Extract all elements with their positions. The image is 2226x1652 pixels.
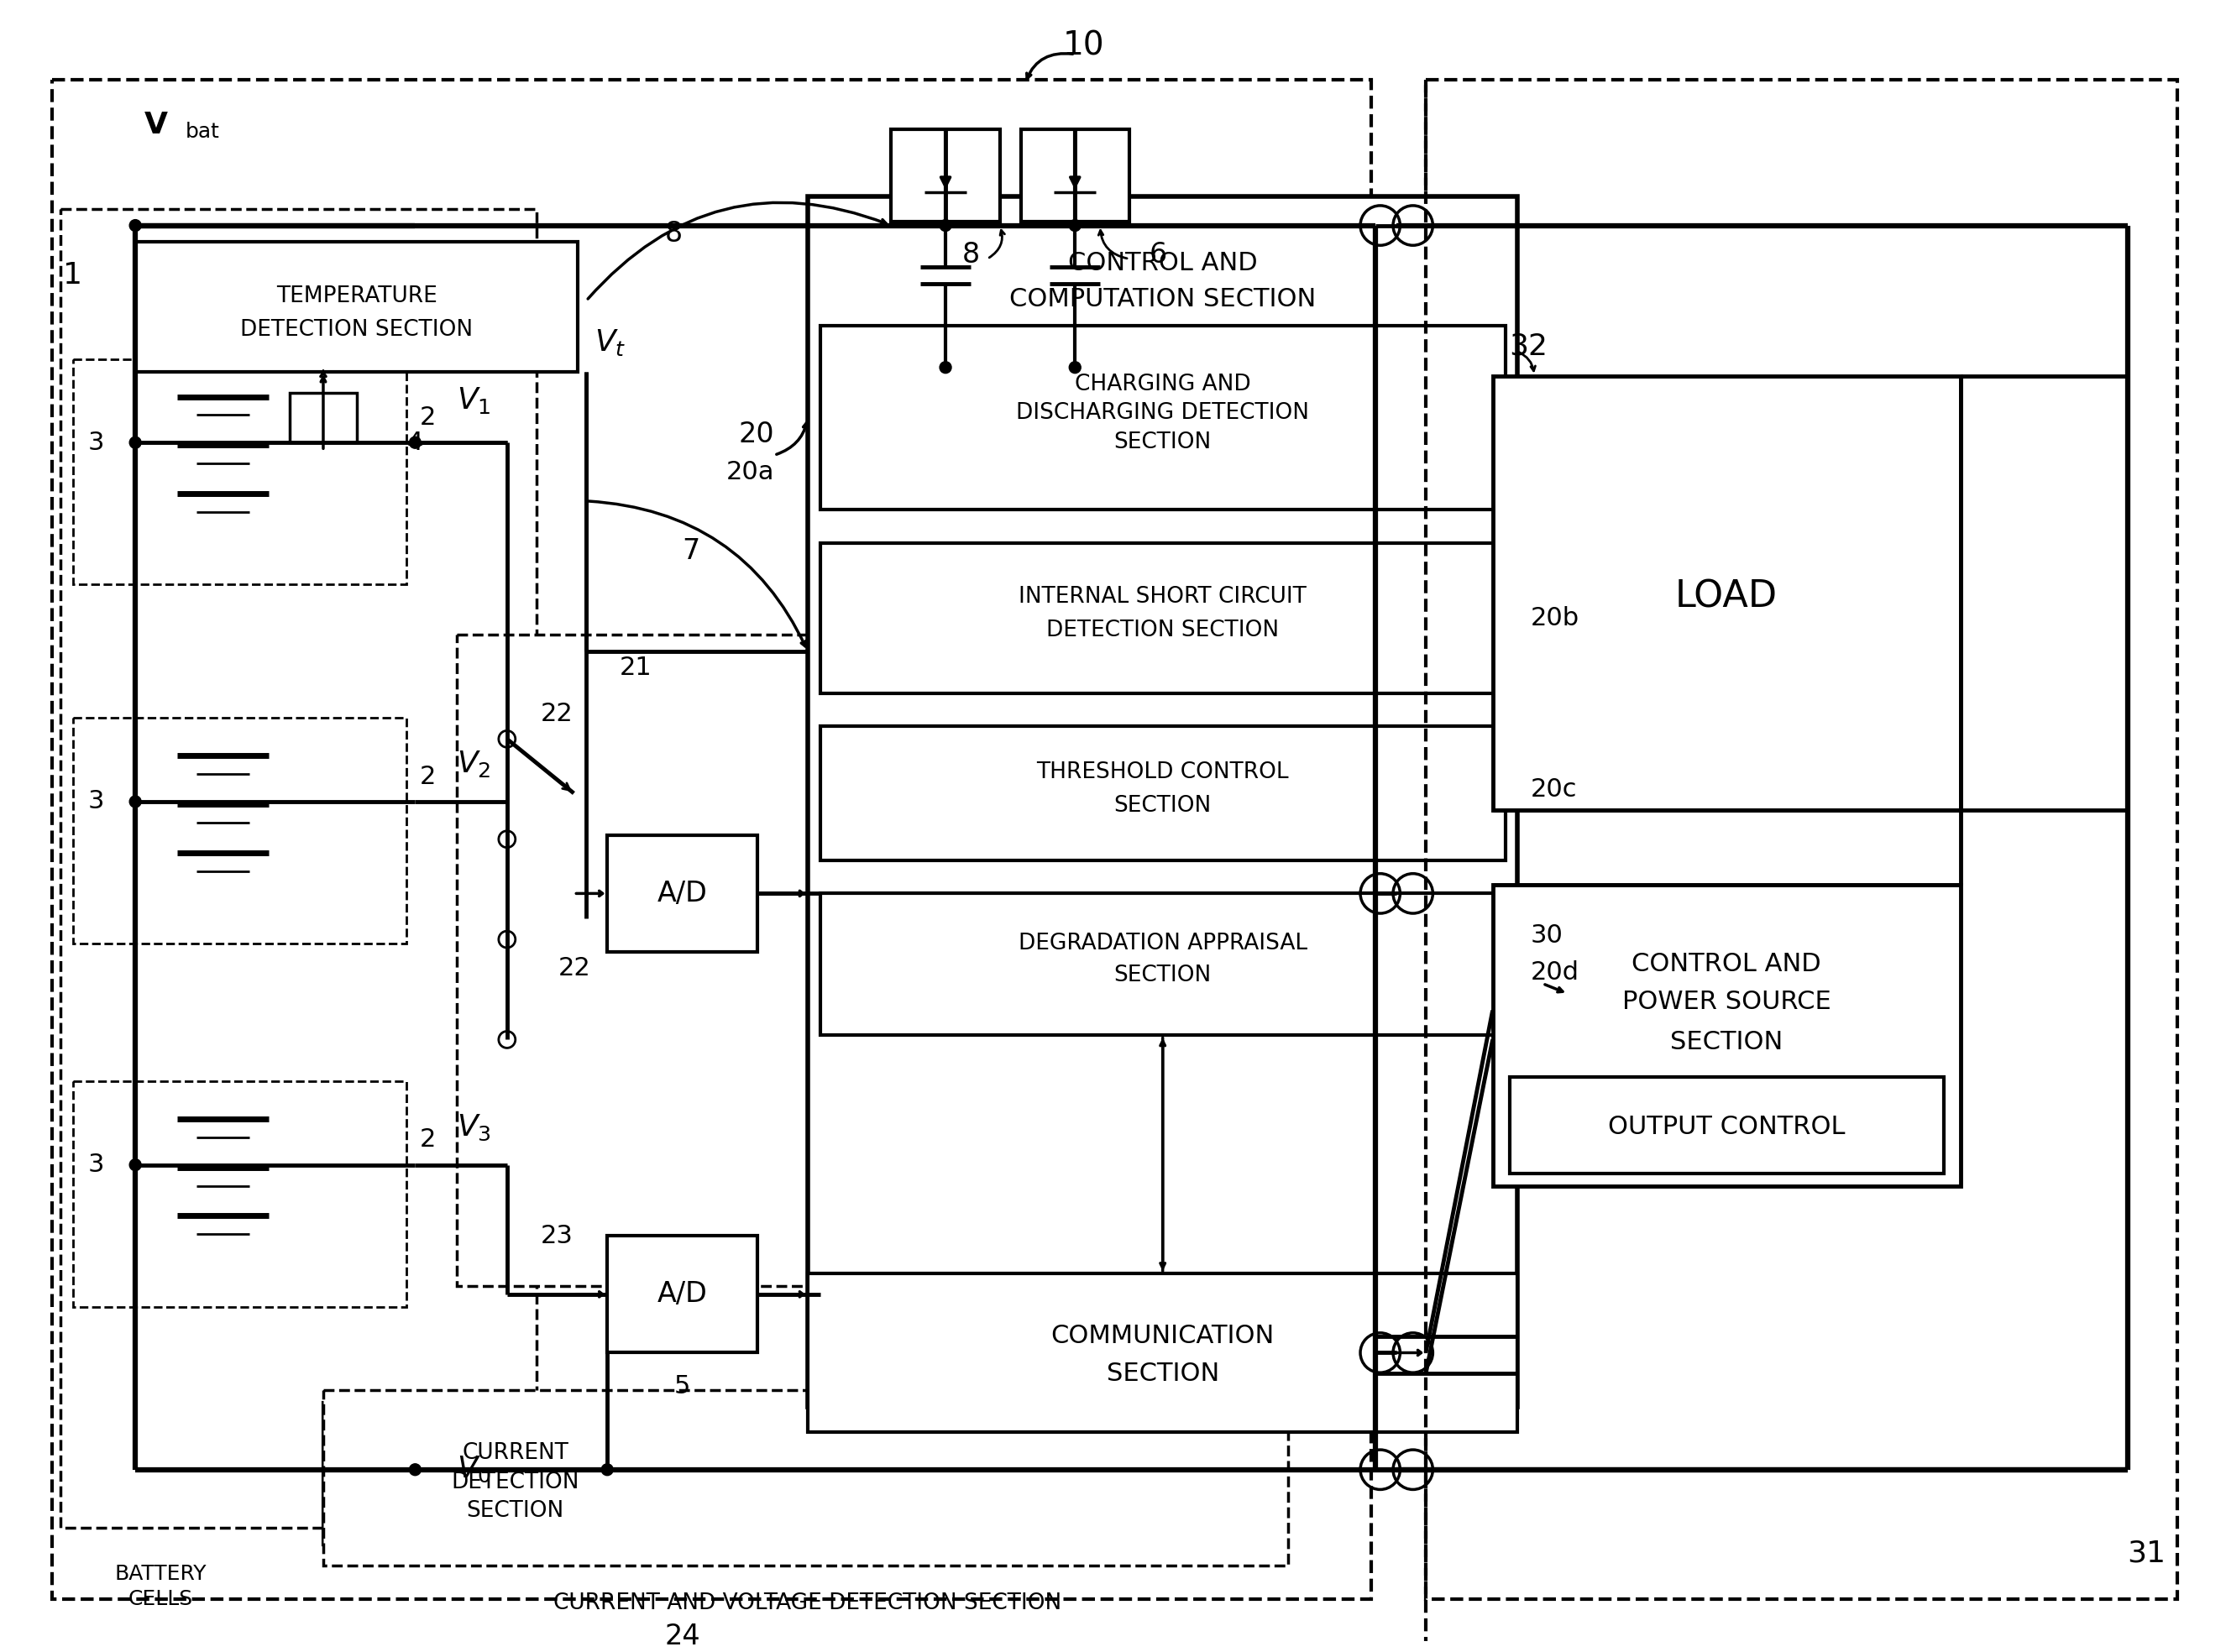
Bar [51,79,1371,1599]
Bar [1494,885,1961,1186]
Bar [323,1391,1289,1566]
Text: 31: 31 [2128,1540,2166,1568]
Text: 5: 5 [674,1374,690,1398]
Text: TEMPERATURE: TEMPERATURE [276,286,436,307]
Text: bat: bat [185,122,220,142]
Circle shape [129,436,140,448]
Text: CONTROL AND: CONTROL AND [1632,952,1821,976]
Bar [1022,129,1129,221]
Circle shape [129,1160,140,1171]
Text: CHARGING AND: CHARGING AND [1075,373,1251,395]
Circle shape [939,220,951,231]
Text: 2: 2 [418,765,436,788]
Text: $V_3$: $V_3$ [456,1112,492,1142]
Text: 4: 4 [407,431,423,454]
Text: 3: 3 [87,790,105,814]
Circle shape [129,220,140,231]
Circle shape [129,796,140,808]
Text: A/D: A/D [657,1280,708,1308]
Text: $\mathbf{V}$: $\mathbf{V}$ [145,111,169,139]
Text: $V_0$: $V_0$ [456,1455,492,1485]
Text: 2: 2 [418,1128,436,1151]
Text: $V_2$: $V_2$ [456,748,490,780]
Text: SECTION: SECTION [467,1500,563,1521]
Text: 3: 3 [87,431,105,454]
Circle shape [410,436,421,448]
Text: SECTION: SECTION [1670,1029,1783,1054]
Text: 20d: 20d [1529,960,1578,985]
Text: INTERNAL SHORT CIRCUIT: INTERNAL SHORT CIRCUIT [1020,586,1307,608]
Text: 1: 1 [62,261,82,289]
Bar [323,1403,708,1545]
Text: CURRENT AND VOLTAGE DETECTION SECTION: CURRENT AND VOLTAGE DETECTION SECTION [554,1593,1062,1614]
Bar [608,1236,757,1353]
Bar [608,834,757,952]
Circle shape [939,362,951,373]
Circle shape [410,1464,421,1475]
Text: OUTPUT CONTROL: OUTPUT CONTROL [1607,1115,1845,1140]
Circle shape [1068,220,1082,231]
Text: 21: 21 [619,656,652,681]
Text: BATTERY: BATTERY [114,1564,207,1584]
Text: 20c: 20c [1529,776,1576,801]
Text: COMPUTATION SECTION: COMPUTATION SECTION [1008,287,1316,311]
Text: POWER SOURCE: POWER SOURCE [1623,990,1832,1014]
Text: $V_1$: $V_1$ [456,385,492,416]
Text: 3: 3 [87,1153,105,1176]
Text: SECTION: SECTION [1106,1361,1220,1386]
Text: 8: 8 [962,241,979,269]
Text: SECTION: SECTION [1113,795,1211,816]
Text: A/D: A/D [657,879,708,907]
Bar [73,719,407,943]
Bar [819,894,1505,1036]
Bar [819,544,1505,694]
Text: $V_t$: $V_t$ [594,327,626,357]
Text: DEGRADATION APPRAISAL: DEGRADATION APPRAISAL [1017,933,1307,955]
Bar [1509,1077,1943,1173]
Bar [73,358,407,585]
Bar [73,1082,407,1307]
Text: 8: 8 [666,220,683,248]
Bar [1427,79,2177,1599]
Text: 2: 2 [418,405,436,430]
Text: 10: 10 [1062,30,1104,61]
Bar [819,325,1505,509]
Circle shape [601,1464,612,1475]
Text: DETECTION SECTION: DETECTION SECTION [1046,620,1280,641]
Bar [456,634,890,1285]
Text: 22: 22 [541,702,574,727]
Bar [289,393,356,443]
Bar [808,197,1518,1408]
Text: DETECTION SECTION: DETECTION SECTION [240,319,472,340]
Text: SECTION: SECTION [1113,965,1211,986]
Bar [890,129,999,221]
Text: LOAD: LOAD [1676,578,1779,615]
Text: CURRENT: CURRENT [463,1442,568,1464]
Text: SECTION: SECTION [1113,431,1211,453]
Text: 23: 23 [541,1224,572,1247]
Bar [60,208,536,1528]
Text: COMMUNICATION: COMMUNICATION [1051,1323,1275,1348]
Bar [808,1274,1518,1432]
Text: 20b: 20b [1529,606,1578,629]
Text: 24: 24 [666,1622,701,1650]
Bar [1494,375,1961,809]
Text: 22: 22 [559,957,590,981]
Text: DETECTION: DETECTION [452,1472,579,1493]
Circle shape [1068,362,1082,373]
Text: CELLS: CELLS [127,1589,194,1609]
Text: 32: 32 [1509,332,1547,360]
Text: DISCHARGING DETECTION: DISCHARGING DETECTION [1017,403,1309,425]
Text: 7: 7 [681,537,699,565]
Text: 20: 20 [739,420,775,448]
Text: CONTROL AND: CONTROL AND [1068,251,1258,276]
Text: 20a: 20a [726,459,775,484]
Bar [136,243,579,372]
Text: 30: 30 [1529,923,1563,947]
Text: THRESHOLD CONTROL: THRESHOLD CONTROL [1037,762,1289,783]
Bar [819,727,1505,861]
Text: 6: 6 [1149,241,1166,269]
